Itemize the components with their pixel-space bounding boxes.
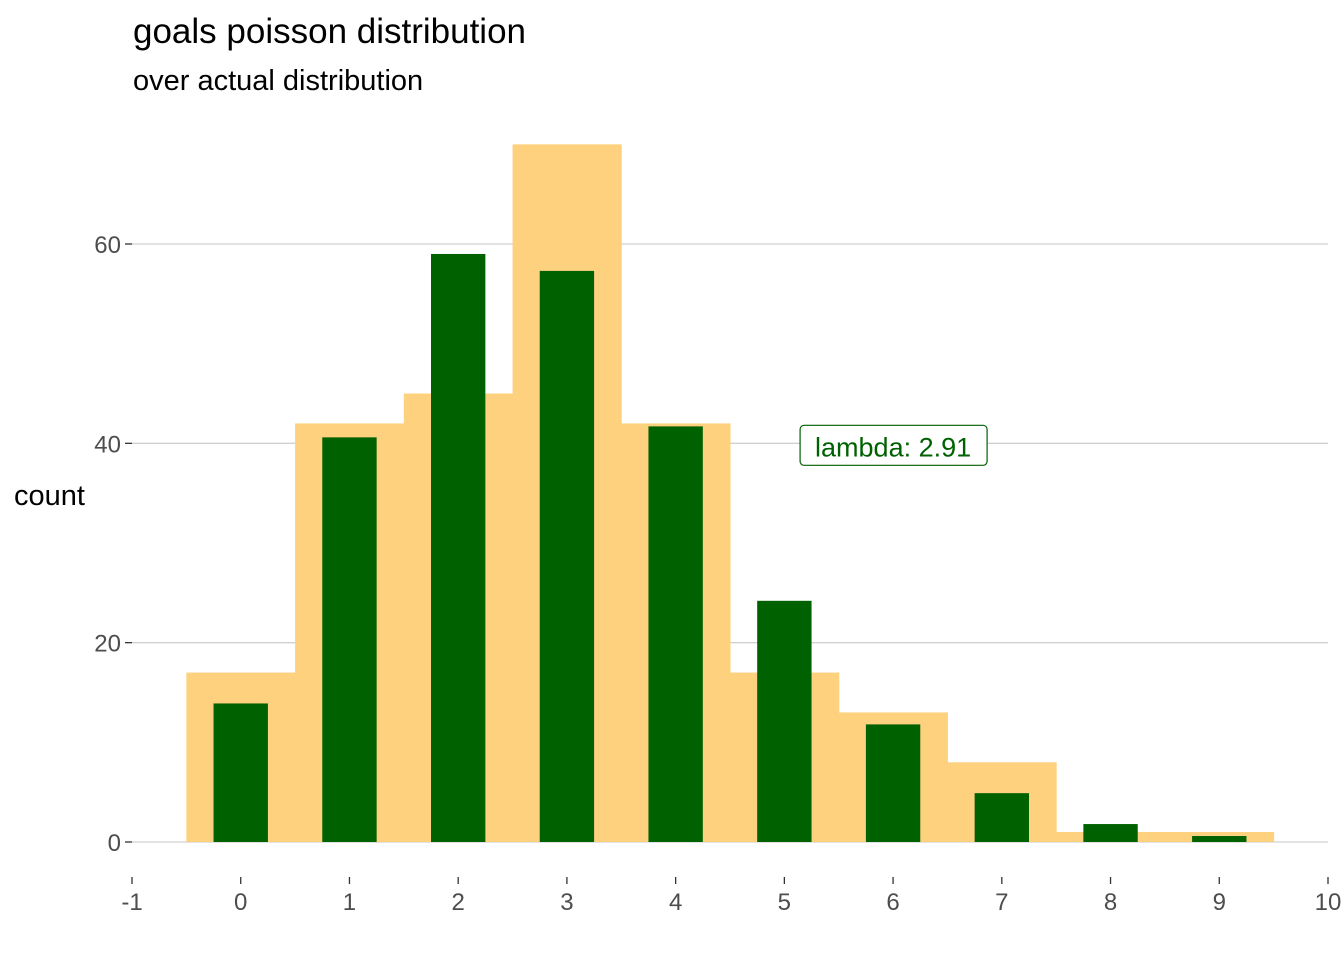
bar-poisson-8 (1083, 824, 1138, 842)
x-tick-label: 1 (343, 889, 356, 916)
x-tick-label: 3 (560, 889, 573, 916)
x-tick-label: 5 (778, 889, 791, 916)
y-axis-label: count (14, 480, 85, 512)
bar-poisson-7 (974, 793, 1029, 842)
x-tick-label: 2 (452, 889, 465, 916)
bar-poisson-0 (213, 703, 268, 842)
y-axis: 0 20 40 60 (94, 232, 132, 857)
bar-poisson-2 (431, 253, 486, 842)
y-tick-label: 0 (108, 830, 121, 857)
bar-poisson-3 (539, 270, 595, 842)
x-tick-label: 7 (995, 889, 1008, 916)
lambda-label-box (799, 424, 988, 466)
bar-poisson-9 (1192, 836, 1247, 842)
x-tick-label: 0 (234, 889, 247, 916)
bar-poisson-1 (322, 437, 377, 842)
x-tick-label: 8 (1104, 889, 1117, 916)
x-tick-label: 9 (1213, 889, 1226, 916)
y-tick-label: 20 (94, 631, 121, 658)
bar-poisson-6 (865, 724, 921, 842)
bar-poisson-4 (648, 426, 703, 842)
chart-subtitle: over actual distribution (133, 65, 423, 97)
y-tick-label: 40 (94, 431, 121, 458)
x-axis: -1 0 1 2 3 4 5 6 7 8 9 10 (121, 877, 1341, 916)
x-tick-label: 10 (1315, 889, 1342, 916)
x-tick-label: 6 (886, 889, 899, 916)
lambda-annotation: lambda: 2.91 (799, 424, 988, 466)
chart-title: goals poisson distribution (133, 12, 526, 51)
x-tick-label: -1 (121, 889, 142, 916)
lambda-label: lambda: 2.91 (815, 432, 971, 462)
bar-poisson-5 (757, 600, 812, 842)
poisson-bars (213, 253, 1247, 842)
x-tick-label: 4 (669, 889, 682, 916)
y-tick-label: 60 (94, 232, 121, 259)
